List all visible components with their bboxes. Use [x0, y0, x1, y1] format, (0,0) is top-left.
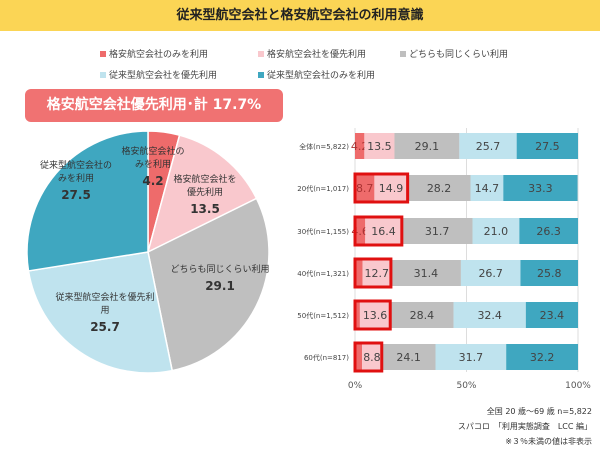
bar-segment	[355, 175, 375, 201]
pie-slice	[146, 134, 258, 254]
pie-label: 格安航空会社のみを利用 4.2	[121, 147, 185, 188]
bar-segment	[472, 218, 520, 244]
bar-segment	[516, 133, 578, 159]
bar-segment	[470, 175, 504, 201]
pie-slice	[147, 197, 270, 372]
category-label: 20代(n=1,017)	[297, 184, 349, 193]
data-label: 26.3	[536, 225, 561, 238]
bar-segment	[401, 218, 473, 244]
category-label: 50代(n=1,512)	[297, 311, 349, 320]
bar-segment	[435, 344, 507, 370]
data-label: 8.7	[356, 182, 374, 195]
pie-slice	[27, 251, 174, 374]
bar-segment	[506, 344, 578, 370]
highlight-box	[353, 172, 410, 204]
pie-label: どちらも同じくらい利用 29.1	[170, 265, 270, 293]
legend-item: どちらも同じくらい利用	[400, 47, 508, 60]
data-label: 8.8	[363, 351, 381, 364]
bar-segment	[381, 344, 436, 370]
data-label: 28.4	[410, 309, 435, 322]
bar-segment	[459, 133, 517, 159]
category-label: 60代(n=817)	[304, 353, 349, 362]
data-label: 25.7	[476, 140, 501, 153]
data-label: 33.3	[528, 182, 553, 195]
bar-segment	[460, 260, 521, 286]
data-label: 13.5	[367, 140, 392, 153]
legend-item: 従来型航空会社のみを利用	[258, 68, 375, 81]
data-label: 14.9	[379, 182, 404, 195]
bar-segment	[359, 302, 391, 328]
data-label: 23.4	[540, 309, 565, 322]
data-label: 29.1	[415, 140, 440, 153]
note-source: スパコロ 「利用実態調査 LCC 編」	[457, 422, 592, 431]
bar-segment	[407, 175, 471, 201]
pie-label: 格安航空会社を優先利用 13.5	[173, 175, 237, 216]
data-label: 16.4	[371, 225, 396, 238]
data-label: 21.0	[484, 225, 509, 238]
note-hidden: ※３％未満の値は非表示	[505, 437, 592, 446]
bar-segment	[364, 133, 395, 159]
highlight-box	[353, 215, 404, 247]
data-label: 14.7	[475, 182, 500, 195]
bar-segment	[355, 344, 363, 370]
data-label: 27.5	[535, 140, 560, 153]
category-label: 40代(n=1,321)	[297, 269, 349, 278]
bar-segment	[394, 133, 460, 159]
data-label: 31.7	[425, 225, 450, 238]
pie-label: 従来型航空会社を優先利用 25.7	[55, 293, 155, 334]
bar-segment	[520, 260, 578, 286]
bar-segment	[374, 175, 408, 201]
bar-segment	[519, 218, 578, 244]
legend-item: 従来型航空会社を優先利用	[100, 68, 217, 81]
bar-segment	[355, 302, 360, 328]
data-label: 31.7	[459, 351, 484, 364]
data-label: 26.7	[478, 267, 503, 280]
data-label: 32.2	[530, 351, 555, 364]
bar-segment	[525, 302, 578, 328]
data-label: 24.1	[396, 351, 421, 364]
highlight-box	[353, 257, 393, 289]
chart-title: 従来型航空会社と格安航空会社の利用意識	[0, 0, 600, 31]
legend-item: 格安航空会社のみを利用	[100, 47, 208, 60]
highlight-box	[353, 341, 384, 373]
bar-segment	[355, 218, 366, 244]
bar-segment	[390, 260, 461, 286]
bar-segment	[355, 260, 363, 286]
x-tick-label: 50%	[456, 381, 476, 391]
note-sample: 全国 20 歳～69 歳 n=5,822	[486, 407, 592, 416]
highlight-box	[353, 299, 392, 331]
pie-label: 従来型航空会社のみを利用 27.5	[40, 161, 113, 202]
data-label: 25.8	[537, 267, 562, 280]
data-label: 28.2	[427, 182, 452, 195]
data-label: 32.4	[477, 309, 502, 322]
bar-segment	[390, 302, 454, 328]
data-label: 31.4	[414, 267, 439, 280]
bar-segment	[362, 260, 391, 286]
x-tick-label: 100%	[565, 381, 591, 391]
bar-segment	[362, 344, 382, 370]
category-label: 全体(n=5,822)	[299, 142, 349, 151]
legend-item: 格安航空会社を優先利用	[258, 47, 366, 60]
data-label: 12.7	[364, 267, 389, 280]
bar-segment	[355, 133, 365, 159]
data-label: 13.6	[363, 309, 388, 322]
data-label: 4.2	[351, 140, 369, 153]
bar-segment	[365, 218, 402, 244]
x-tick-label: 0%	[348, 381, 363, 391]
category-label: 30代(n=1,155)	[297, 227, 349, 236]
pie-slice	[26, 130, 149, 272]
bar-segment	[503, 175, 578, 201]
bar-segment	[453, 302, 526, 328]
total-banner: 格安航空会社優先利用･計 17.7%	[25, 89, 283, 122]
